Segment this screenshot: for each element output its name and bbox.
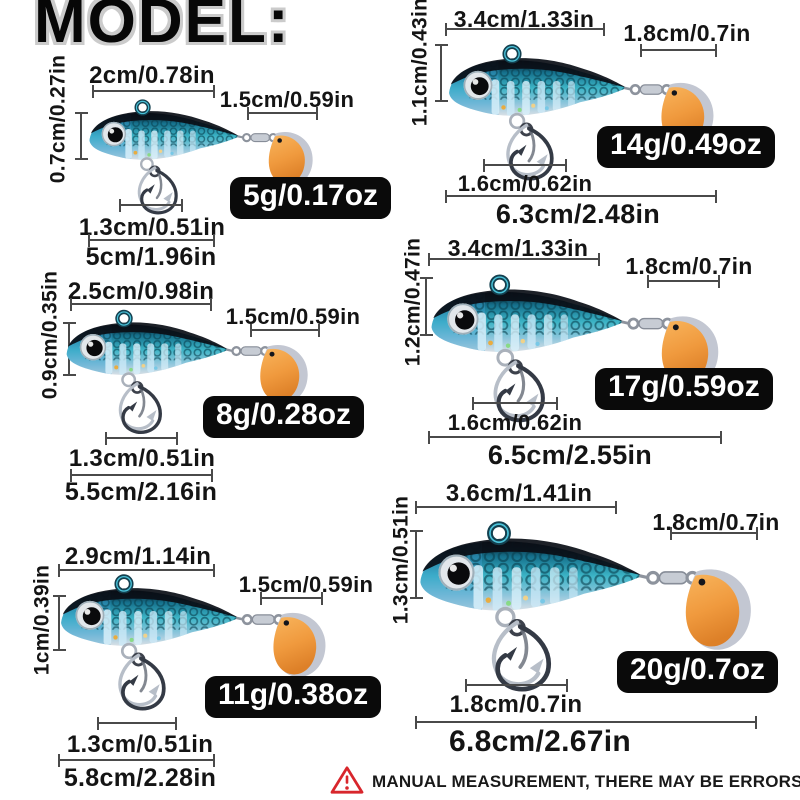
- body-length-label: 2cm/0.78in: [89, 62, 215, 89]
- blade-width-line: [247, 107, 318, 120]
- body-height-line: [75, 112, 88, 160]
- weight-badge: 17g/0.59oz: [595, 368, 773, 410]
- body-length-line: [70, 298, 212, 311]
- weight-badge: 11g/0.38oz: [205, 676, 382, 718]
- warning-triangle-icon: [330, 766, 364, 794]
- hook-width-label: 1.6cm/0.62in: [447, 410, 583, 435]
- warning-text: MANUAL MEASUREMENT, THERE MAY BE ERRORS: [372, 772, 800, 791]
- blade-width-label: 1.5cm/0.59in: [225, 304, 361, 329]
- blade-width-label: 1.5cm/0.59in: [238, 572, 374, 597]
- weight-badge: 5g/0.17oz: [230, 177, 392, 219]
- total-length-line: [428, 431, 722, 444]
- hook-width-line: [105, 432, 178, 445]
- blade-width-label: 1.5cm/0.59in: [219, 87, 355, 112]
- blade-width-label: 1.8cm/0.7in: [623, 20, 751, 46]
- body-height-line: [420, 277, 433, 336]
- body-length-label: 3.6cm/1.41in: [445, 480, 593, 507]
- hook-width-label: 1.6cm/0.62in: [457, 171, 593, 196]
- blade-width-line: [670, 527, 758, 540]
- hook-width-label: 1.8cm/0.7in: [449, 691, 583, 718]
- total-length-line: [445, 190, 717, 203]
- body-length-label: 3.4cm/1.33in: [447, 235, 589, 261]
- blade-width-line: [647, 275, 720, 288]
- hook-width-line: [97, 717, 177, 730]
- total-length-line: [415, 716, 757, 729]
- weight-badge: 14g/0.49oz: [597, 126, 775, 168]
- hook-width-label: 1.3cm/0.51in: [78, 214, 226, 241]
- hook-width-label: 1.3cm/0.51in: [66, 731, 214, 758]
- page-title: MODEL:: [34, 0, 291, 56]
- body-length-line: [445, 23, 605, 36]
- body-height-line: [53, 595, 66, 651]
- body-length-label: 2.9cm/1.14in: [64, 543, 212, 570]
- total-length-label: 5.8cm/2.28in: [63, 764, 217, 792]
- body-length-label: 2.5cm/0.98in: [67, 278, 215, 305]
- weight-badge: 20g/0.7oz: [617, 651, 779, 693]
- blade-width-line: [640, 44, 717, 57]
- body-height-line: [435, 44, 448, 102]
- body-height-label: 1.3cm/0.51in: [389, 495, 413, 625]
- total-length-label: 5cm/1.96in: [85, 243, 217, 271]
- weight-badge: 8g/0.28oz: [203, 396, 365, 438]
- body-length-label: 3.4cm/1.33in: [453, 6, 595, 32]
- hook-width-line: [472, 397, 558, 410]
- blade-width-label: 1.8cm/0.7in: [625, 253, 753, 279]
- body-height-line: [410, 530, 423, 599]
- hook-width-label: 1.3cm/0.51in: [68, 445, 216, 472]
- total-length-line: [88, 234, 215, 247]
- blade-width-line: [260, 592, 323, 605]
- total-length-line: [58, 754, 215, 767]
- body-length-line: [58, 564, 215, 577]
- blade-width-line: [250, 324, 320, 337]
- body-length-line: [415, 501, 617, 514]
- total-length-label: 6.5cm/2.55in: [487, 440, 653, 470]
- hook-width-line: [119, 199, 183, 212]
- total-length-label: 5.5cm/2.16in: [64, 478, 218, 506]
- total-length-line: [70, 469, 213, 482]
- hook-width-line: [483, 159, 567, 172]
- body-length-line: [92, 85, 215, 98]
- total-length-label: 6.3cm/2.48in: [495, 199, 661, 229]
- hook-width-line: [465, 679, 568, 692]
- blade-width-label: 1.8cm/0.7in: [652, 509, 780, 535]
- body-length-line: [428, 253, 600, 266]
- total-length-label: 6.8cm/2.67in: [448, 725, 632, 758]
